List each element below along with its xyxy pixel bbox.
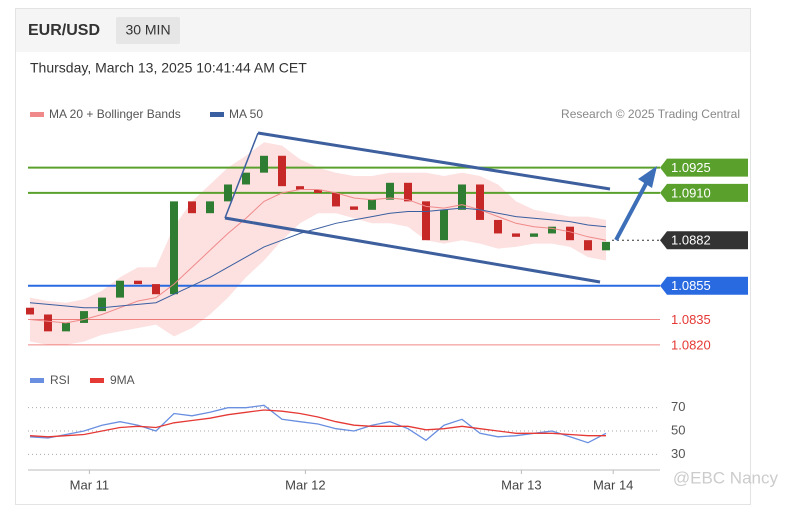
timeframe[interactable]: 30 MIN [125, 22, 170, 38]
x-tick-label: Mar 13 [501, 477, 541, 492]
candle [134, 280, 142, 285]
candle [386, 182, 394, 200]
card [15, 8, 751, 505]
forecast-arrow [614, 179, 650, 241]
level-box [660, 158, 748, 177]
candle [242, 172, 250, 185]
level-label: 1.0882 [671, 233, 711, 248]
channel-edge [224, 132, 259, 219]
candle [314, 189, 322, 193]
candle [188, 201, 196, 214]
channel-lower [224, 216, 601, 284]
level-label: 1.0855 [671, 278, 711, 293]
level-label: 1.0835 [671, 312, 711, 327]
candle [422, 201, 430, 241]
ma-line [29, 207, 607, 309]
y-tick-label: 30 [671, 446, 685, 461]
candle [170, 201, 178, 295]
candle [296, 186, 304, 190]
legend-swatch [30, 112, 44, 117]
rsi-line [29, 409, 606, 438]
candle [152, 284, 160, 295]
candle [566, 226, 574, 241]
candle [278, 155, 286, 187]
legend-swatch [210, 112, 224, 117]
legend-label: MA 20 + Bollinger Bands [49, 107, 181, 121]
level-box [660, 276, 748, 295]
candle [260, 155, 268, 173]
candle [206, 201, 214, 214]
y-tick-label: 50 [671, 422, 685, 437]
candle [494, 219, 502, 234]
level-box [660, 231, 748, 250]
rsi-line [29, 404, 607, 444]
arrow-head [638, 166, 657, 188]
candle [80, 311, 88, 323]
candle [458, 184, 466, 210]
level-label: 1.0910 [671, 185, 711, 200]
candle [26, 307, 34, 315]
candle [476, 184, 484, 220]
timeframe-chip[interactable] [116, 17, 180, 44]
level-label: 1.0820 [671, 337, 711, 352]
legend-label: 9MA [110, 373, 135, 387]
legend-label: MA 50 [229, 107, 263, 121]
candle [548, 226, 556, 234]
x-tick-label: Mar 12 [285, 477, 325, 492]
credit: Research © 2025 Trading Central [561, 107, 740, 121]
candle [512, 233, 520, 237]
legend-swatch [90, 378, 104, 383]
candle [116, 280, 124, 298]
candle [224, 184, 232, 202]
legend-swatch [30, 378, 44, 383]
candle [350, 206, 358, 210]
level-label: 1.0925 [671, 160, 711, 175]
candle [44, 314, 52, 332]
level-box [660, 183, 748, 202]
x-tick-label: Mar 11 [70, 477, 110, 492]
candle [62, 322, 70, 332]
candle [332, 192, 340, 207]
candle [98, 297, 106, 312]
candle [404, 182, 412, 202]
legend-label: RSI [50, 373, 70, 387]
rsi-panel: RSI 9MA 70 50 30 Mar 11 Mar 12 Mar 13 Mar 14 [28, 373, 685, 492]
timestamp: Thursday, March 13, 2025 10:41:44 AM CET [30, 60, 307, 76]
candle [440, 209, 448, 241]
y-tick-label: 70 [671, 399, 685, 414]
candle [602, 241, 610, 251]
channel-upper [257, 131, 611, 191]
symbol: EUR/USD [28, 22, 100, 39]
candle [530, 233, 538, 237]
candle [368, 199, 376, 210]
price-panel: MA 20 + Bollinger Bands MA 50 1.0925 1.0910… [26, 107, 748, 352]
candle [584, 240, 592, 251]
x-tick-label: Mar 14 [593, 477, 633, 492]
watermark: @EBC Nancy [673, 468, 779, 487]
